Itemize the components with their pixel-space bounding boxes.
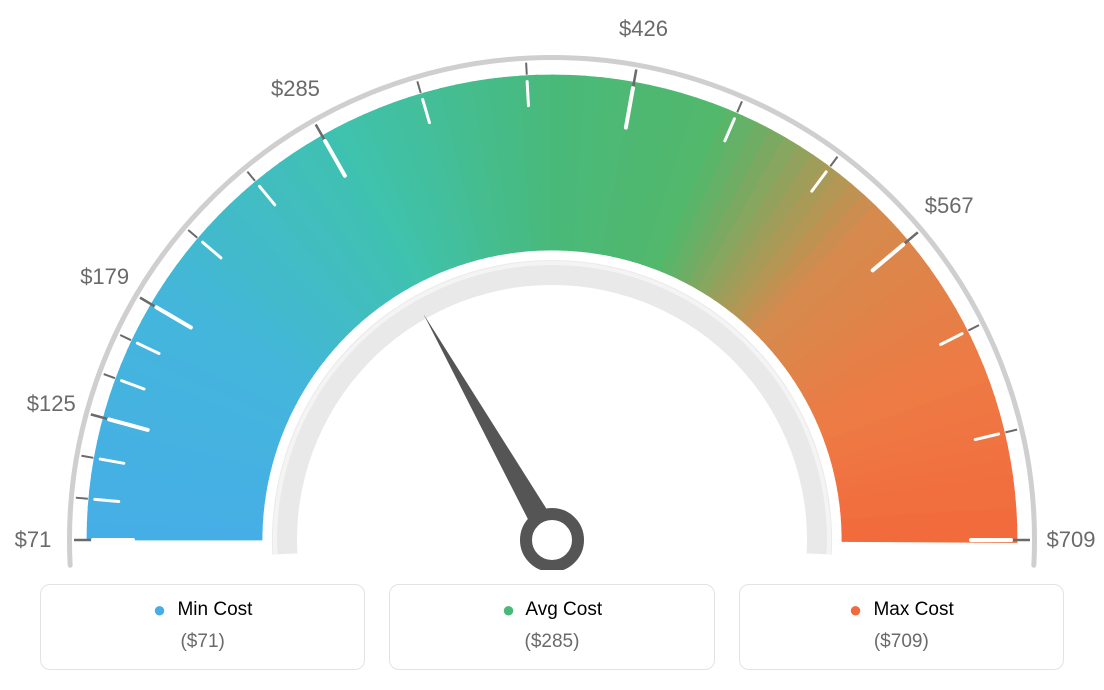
legend-min-label: Min Cost <box>177 599 252 620</box>
gauge-area: $71 $125 $179 $285 $426 $567 $709 <box>0 0 1104 570</box>
tick-label: $426 <box>619 16 668 42</box>
legend-avg-title: ● Avg Cost <box>390 599 713 621</box>
legend-min-value: ($71) <box>41 631 364 653</box>
tick-label: $71 <box>15 527 52 553</box>
legend-min-title: ● Min Cost <box>41 599 364 621</box>
legend-card-max: ● Max Cost ($709) <box>739 584 1064 670</box>
tick-label: $567 <box>925 193 974 219</box>
cost-gauge-chart: $71 $125 $179 $285 $426 $567 $709 ● Min Cost (… <box>0 0 1104 690</box>
legend-max-value: ($709) <box>740 631 1063 653</box>
legend-avg-label: Avg Cost <box>525 599 602 620</box>
tick-label: $125 <box>27 391 76 417</box>
tick-label: $285 <box>271 76 320 102</box>
dot-icon: ● <box>153 597 166 622</box>
dot-icon: ● <box>849 597 862 622</box>
legend-max-label: Max Cost <box>873 599 953 620</box>
legend-card-avg: ● Avg Cost ($285) <box>389 584 714 670</box>
legend-row: ● Min Cost ($71) ● Avg Cost ($285) ● Max… <box>40 584 1064 670</box>
gauge-svg <box>0 0 1104 570</box>
legend-card-min: ● Min Cost ($71) <box>40 584 365 670</box>
tick-label: $709 <box>1047 527 1096 553</box>
legend-avg-value: ($285) <box>390 631 713 653</box>
legend-max-title: ● Max Cost <box>740 599 1063 621</box>
tick-label: $179 <box>80 264 129 290</box>
dot-icon: ● <box>502 597 515 622</box>
